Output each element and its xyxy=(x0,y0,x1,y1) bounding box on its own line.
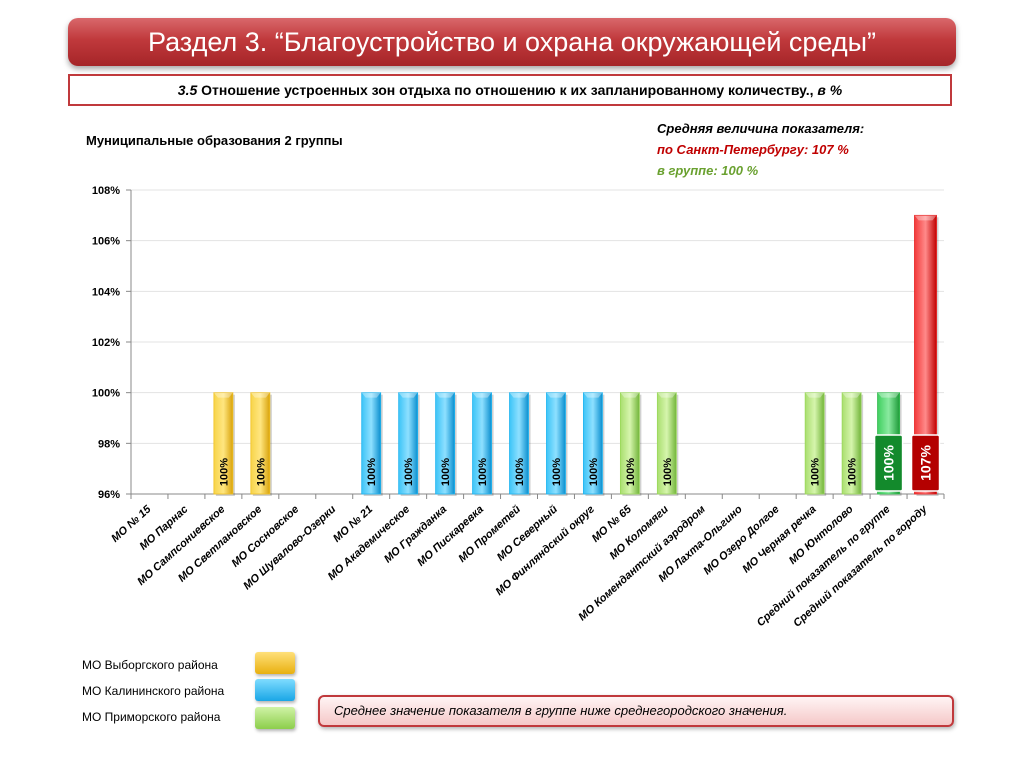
x-category-label: МО Юнтолово xyxy=(787,503,856,567)
subtitle-text: Отношение устроенных зон отдыха по отнош… xyxy=(201,82,814,98)
average-group: в группе: 100 % xyxy=(657,163,759,178)
legend-swatch-vyborg xyxy=(255,652,295,674)
x-category-label: Средний показатель по городу xyxy=(791,503,930,630)
y-tick-label: 106% xyxy=(92,236,120,248)
bar xyxy=(250,392,271,495)
legend-item-vyborg: МО Выборгского района xyxy=(82,658,218,672)
bar xyxy=(583,392,603,495)
subtitle-unit: в % xyxy=(817,82,843,98)
y-tick-label: 102% xyxy=(92,337,120,349)
data-label: 100% xyxy=(625,458,637,486)
data-label: 100% xyxy=(881,445,897,481)
bar xyxy=(656,392,677,495)
bar xyxy=(546,392,566,495)
x-category-label: МО Прометей xyxy=(456,503,523,565)
bar xyxy=(398,392,419,495)
bar-bevel xyxy=(509,392,529,398)
bar-bevel xyxy=(361,392,381,398)
bar-bevel xyxy=(546,392,566,398)
bar-bevel xyxy=(914,215,937,221)
data-label: 100% xyxy=(588,458,600,486)
chart-subtitle: 3.5 Отношение устроенных зон отдыха по о… xyxy=(68,74,952,106)
data-label-box xyxy=(873,434,904,492)
bar-bevel xyxy=(398,392,418,398)
data-label: 107% xyxy=(918,445,934,481)
data-label: 100% xyxy=(551,458,563,486)
section-title-banner: Раздел 3. “Благоустройство и охрана окру… xyxy=(68,18,956,66)
averages-box: Средняя величина показателя: по Санкт-Пе… xyxy=(657,118,864,181)
data-label: 100% xyxy=(403,458,415,486)
data-label: 100% xyxy=(366,458,378,486)
bar xyxy=(914,214,937,495)
bar-bevel xyxy=(657,392,677,398)
average-city: по Санкт-Петербургу: 107 % xyxy=(657,142,849,157)
bar xyxy=(509,392,529,495)
y-tick-label: 98% xyxy=(98,438,120,450)
data-label: 100% xyxy=(514,458,526,486)
bar xyxy=(804,392,825,495)
x-category-label: МО Гражданка xyxy=(382,503,449,565)
legend-swatch-primorsky xyxy=(255,707,295,729)
data-label-box xyxy=(910,434,941,492)
data-label: 100% xyxy=(218,458,230,486)
legend-item-kalinin: МО Калининского района xyxy=(82,684,225,698)
data-label: 100% xyxy=(477,458,489,486)
x-category-label: МО Пискаревка xyxy=(415,503,486,569)
bar-bevel xyxy=(805,392,825,398)
y-tick-label: 108% xyxy=(92,185,120,197)
bar-bevel xyxy=(435,392,455,398)
bar xyxy=(619,392,640,495)
data-label: 100% xyxy=(847,458,859,486)
bar-bevel xyxy=(620,392,640,398)
averages-heading: Средняя величина показателя: xyxy=(657,121,865,136)
data-label: 100% xyxy=(662,458,674,486)
bars: 100% 100% 100% 100% 100% 100% 100% 100% 100% 100%… xyxy=(213,214,941,497)
data-label: 100% xyxy=(810,458,822,486)
group-label: Муниципальные образования 2 группы xyxy=(86,133,343,148)
bar-bevel xyxy=(877,392,900,398)
data-label: 100% xyxy=(440,458,452,486)
legend-swatch-kalinin xyxy=(255,679,295,701)
bar-bevel xyxy=(583,392,603,398)
bar xyxy=(841,392,862,495)
y-tick-label: 104% xyxy=(92,286,120,298)
bar-bevel xyxy=(250,392,270,398)
y-tick-label: 96% xyxy=(98,489,120,501)
legend-item-primorsky: МО Приморского района xyxy=(82,710,221,724)
note-box: Среднее значение показателя в группе ниж… xyxy=(318,695,954,727)
bar xyxy=(472,392,492,495)
bar xyxy=(435,392,456,495)
x-category-label: Средний показатель по группе xyxy=(755,503,893,629)
bar-chart: 96%98%100%102%104%106%108% 100% 100% 100% 1… xyxy=(92,185,945,630)
bar xyxy=(213,392,234,495)
bar-bevel xyxy=(842,392,862,398)
subtitle-number: 3.5 xyxy=(177,82,198,98)
bar xyxy=(361,392,382,495)
data-label: 100% xyxy=(255,458,267,486)
x-category-label: МО Сосновское xyxy=(229,503,301,569)
bar-bevel xyxy=(213,392,233,398)
section-title: Раздел 3. “Благоустройство и охрана окру… xyxy=(147,27,877,57)
y-tick-label: 100% xyxy=(92,388,120,400)
bar-bevel xyxy=(472,392,492,398)
